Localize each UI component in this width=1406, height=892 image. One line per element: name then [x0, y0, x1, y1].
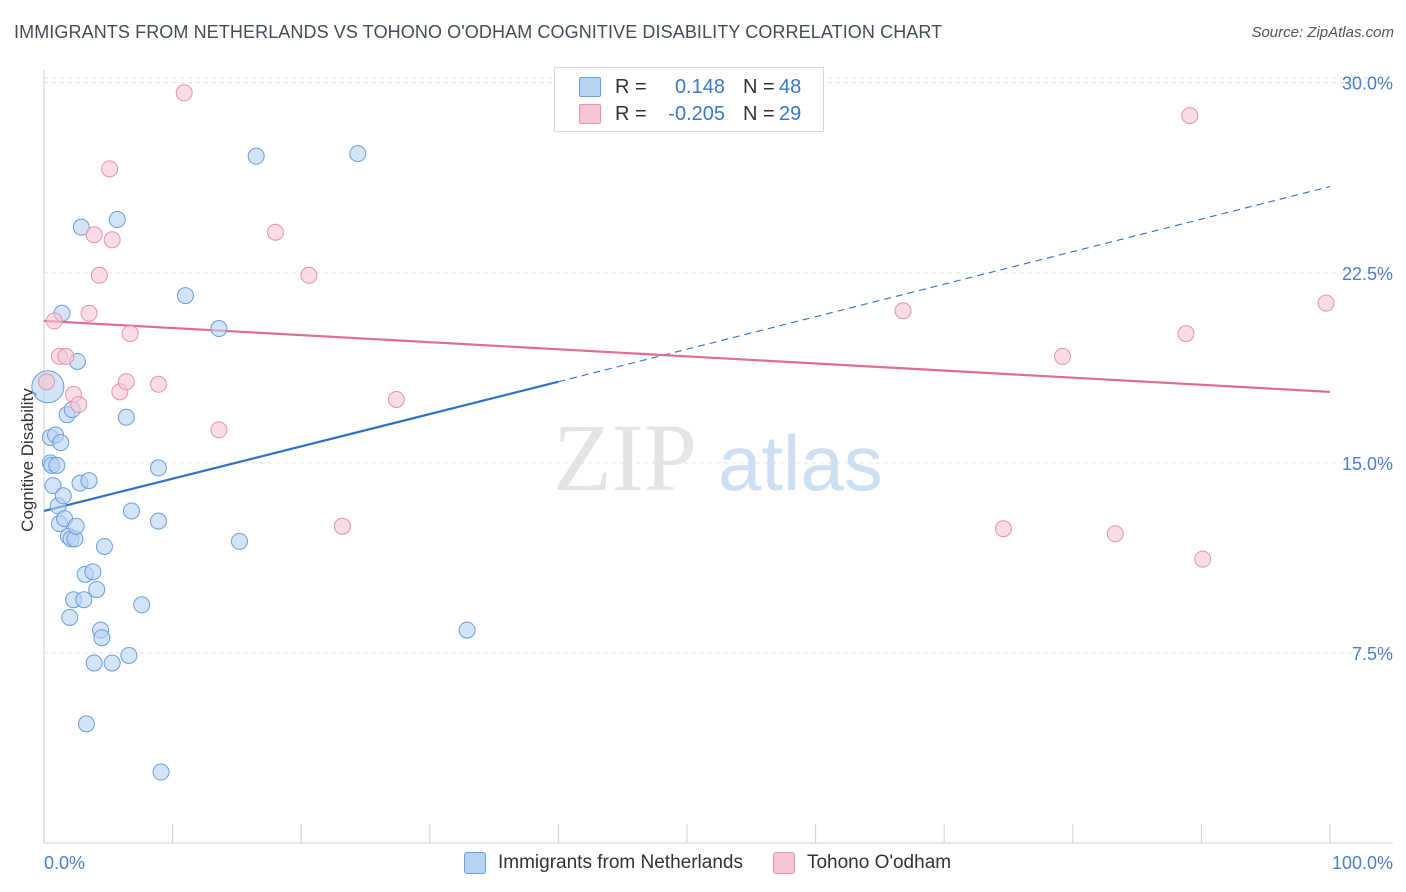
- point-tohono: [175, 84, 193, 102]
- legend-swatch-blue: [464, 852, 486, 874]
- legend-swatch-pink: [579, 104, 601, 124]
- point-tohono: [333, 517, 351, 535]
- point-netherlands: [458, 621, 476, 639]
- point-netherlands: [108, 211, 126, 229]
- point-netherlands: [54, 487, 72, 505]
- x-tick-label: 0.0%: [44, 853, 85, 873]
- point-tohono: [85, 226, 103, 244]
- point-netherlands: [52, 434, 70, 452]
- point-netherlands: [67, 517, 85, 535]
- legend-item-netherlands[interactable]: Immigrants from Netherlands: [464, 852, 743, 874]
- trendline-tohono: [43, 319, 1331, 393]
- point-netherlands: [133, 596, 151, 614]
- legend-n-label: N =: [743, 102, 775, 125]
- point-netherlands: [75, 591, 93, 609]
- point-netherlands: [84, 563, 102, 581]
- point-netherlands: [117, 408, 135, 426]
- point-netherlands: [149, 512, 167, 530]
- legend-r-label: R =: [615, 75, 647, 98]
- point-netherlands: [247, 147, 265, 165]
- point-tohono: [149, 375, 167, 393]
- point-tohono: [300, 266, 318, 284]
- legend-row-tohono: R = -0.205 N = 29: [579, 101, 801, 127]
- point-tohono: [387, 390, 405, 408]
- point-netherlands: [61, 608, 79, 626]
- point-netherlands: [349, 145, 367, 163]
- watermark-atlas: atlas: [718, 419, 883, 507]
- legend-r-value: 0.148: [674, 75, 725, 98]
- chart-title: IMMIGRANTS FROM NETHERLANDS VS TOHONO O'…: [14, 22, 943, 42]
- point-netherlands: [88, 581, 106, 599]
- point-tohono: [266, 223, 284, 241]
- point-netherlands: [77, 715, 95, 733]
- legend-n-value: 48: [779, 75, 802, 98]
- point-tohono: [80, 304, 98, 322]
- point-tohono: [121, 325, 139, 343]
- point-netherlands: [120, 646, 138, 664]
- legend-item-tohono[interactable]: Tohono O'odham: [772, 852, 952, 874]
- point-netherlands: [44, 477, 62, 495]
- legend-n-label: N =: [743, 75, 775, 98]
- point-tohono: [994, 520, 1012, 538]
- point-tohono: [38, 373, 56, 391]
- point-netherlands: [95, 537, 113, 555]
- legend-n-value: 29: [779, 102, 802, 125]
- axes: [43, 70, 1393, 844]
- legend-label-netherlands: Immigrants from Netherlands: [498, 852, 743, 873]
- point-netherlands: [230, 532, 248, 550]
- legend-row-netherlands: R = 0.148 N = 48: [579, 74, 801, 100]
- watermark: ZIP atlas: [553, 404, 883, 511]
- point-netherlands: [210, 320, 228, 338]
- point-tohono: [210, 421, 228, 439]
- x-tick-label: 100.0%: [1332, 853, 1393, 873]
- point-netherlands: [103, 654, 121, 672]
- point-tohono: [117, 373, 135, 391]
- point-tohono: [1054, 347, 1072, 365]
- point-tohono: [1177, 325, 1195, 343]
- legend-label-tohono: Tohono O'odham: [806, 852, 952, 873]
- tick-labels: 7.5% 15.0% 22.5% 30.0% 0.0% 100.0%: [44, 74, 1393, 873]
- trendlines: [43, 186, 1331, 513]
- point-tohono: [1317, 294, 1335, 312]
- point-tohono: [1181, 107, 1199, 125]
- point-tohono: [1106, 525, 1124, 543]
- point-tohono: [1194, 550, 1212, 568]
- point-tohono: [45, 312, 63, 330]
- point-netherlands: [152, 763, 170, 781]
- source-credit: Source: ZipAtlas.com: [1251, 24, 1394, 41]
- grid-lines: [44, 77, 1390, 654]
- point-tohono: [101, 160, 119, 178]
- point-netherlands: [80, 472, 98, 490]
- legend-swatch-blue: [579, 77, 601, 97]
- stats-legend: R = 0.148 N = 48 R = -0.205 N = 29: [554, 67, 824, 132]
- legend-r-label: R =: [615, 102, 647, 125]
- y-tick-label: 15.0%: [1342, 454, 1393, 474]
- point-tohono: [57, 347, 75, 365]
- legend-swatch-pink: [772, 852, 795, 874]
- trendline-netherlands: [43, 380, 559, 513]
- y-tick-label: 7.5%: [1352, 644, 1393, 664]
- watermark-zip: ZIP: [553, 404, 697, 511]
- point-tohono: [894, 302, 912, 320]
- point-netherlands: [85, 654, 103, 672]
- point-netherlands: [93, 629, 111, 647]
- point-netherlands: [72, 218, 90, 236]
- trendline-netherlands-extension: [558, 186, 1331, 383]
- point-netherlands: [48, 456, 66, 474]
- point-netherlands: [149, 459, 167, 477]
- point-tohono: [90, 266, 108, 284]
- series-legend: Immigrants from Netherlands Tohono O'odh…: [464, 852, 981, 874]
- y-tick-label: 30.0%: [1342, 74, 1393, 94]
- legend-r-value: -0.205: [668, 102, 725, 125]
- y-tick-label: 22.5%: [1342, 264, 1393, 284]
- point-netherlands: [122, 502, 140, 520]
- point-netherlands: [176, 287, 194, 305]
- data-points: [31, 84, 1335, 781]
- point-tohono: [70, 396, 88, 414]
- point-tohono: [103, 231, 121, 249]
